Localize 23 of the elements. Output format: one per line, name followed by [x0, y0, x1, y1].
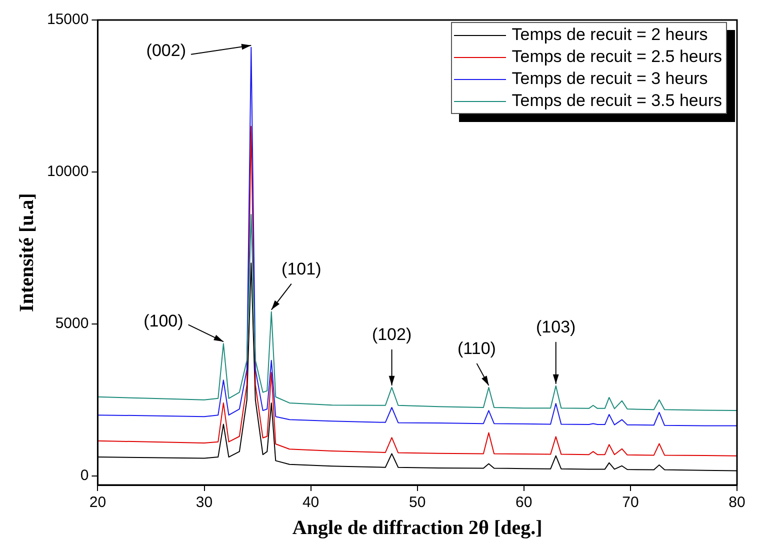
- x-axis-title: Angle de diffraction 2θ [deg.]: [292, 517, 542, 540]
- x-tick-label: 30: [196, 494, 213, 512]
- annotation: (103): [536, 318, 576, 337]
- x-tick-label: 80: [728, 494, 746, 512]
- x-tick-label: 70: [622, 494, 639, 512]
- x-tick-label: 50: [409, 494, 426, 512]
- x-tick-label: 60: [516, 494, 532, 512]
- y-tick-label: 0: [80, 467, 89, 484]
- annotation: (101): [282, 259, 322, 278]
- annotation: (100): [144, 311, 184, 330]
- y-tick-label: 10000: [46, 163, 89, 180]
- annotation: (110): [458, 339, 496, 358]
- x-tick-label: 40: [302, 494, 320, 512]
- y-tick-label: 5000: [55, 315, 89, 332]
- legend-label: Temps de recuit = 3 heurs: [512, 68, 708, 90]
- y-axis-title: Intensité [u.a]: [16, 193, 38, 312]
- legend-label: Temps de recuit = 3.5 heurs: [512, 90, 722, 112]
- annotation: (002): [146, 41, 186, 60]
- legend-label: Temps de recuit = 2 heurs: [512, 24, 708, 46]
- annotation: (102): [372, 325, 412, 344]
- y-tick-label: 15000: [46, 11, 89, 28]
- legend-label: Temps de recuit = 2.5 heurs: [512, 46, 722, 68]
- x-tick-label: 20: [89, 494, 106, 512]
